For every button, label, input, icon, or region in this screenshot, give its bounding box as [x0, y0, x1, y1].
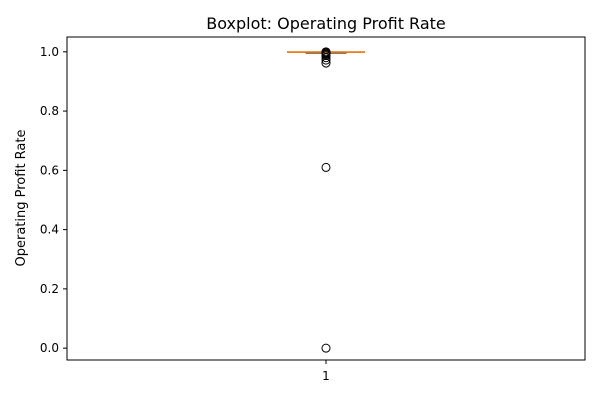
outlier-point [321, 53, 331, 63]
y-tick-label: 0.6 [40, 163, 59, 177]
y-tick-label: 0.2 [40, 282, 59, 296]
plot-frame [66, 36, 586, 361]
y-tick-label: 1.0 [40, 45, 59, 59]
y-tick-label: 0.8 [40, 104, 59, 118]
outlier-point [321, 162, 331, 172]
y-axis-label: Operating Profit Rate [14, 130, 29, 267]
outlier-point [321, 343, 331, 353]
chart-title: Boxplot: Operating Profit Rate [206, 14, 445, 33]
outlier-point [321, 58, 331, 68]
y-tick-label: 0.4 [40, 223, 59, 237]
y-tick-label: 0.0 [40, 341, 59, 355]
plot-area: 0.0 0.2 0.4 0.6 0.8 1.0 1 [40, 45, 365, 383]
outlier-point [321, 47, 331, 57]
x-tick-label: 1 [322, 369, 330, 383]
